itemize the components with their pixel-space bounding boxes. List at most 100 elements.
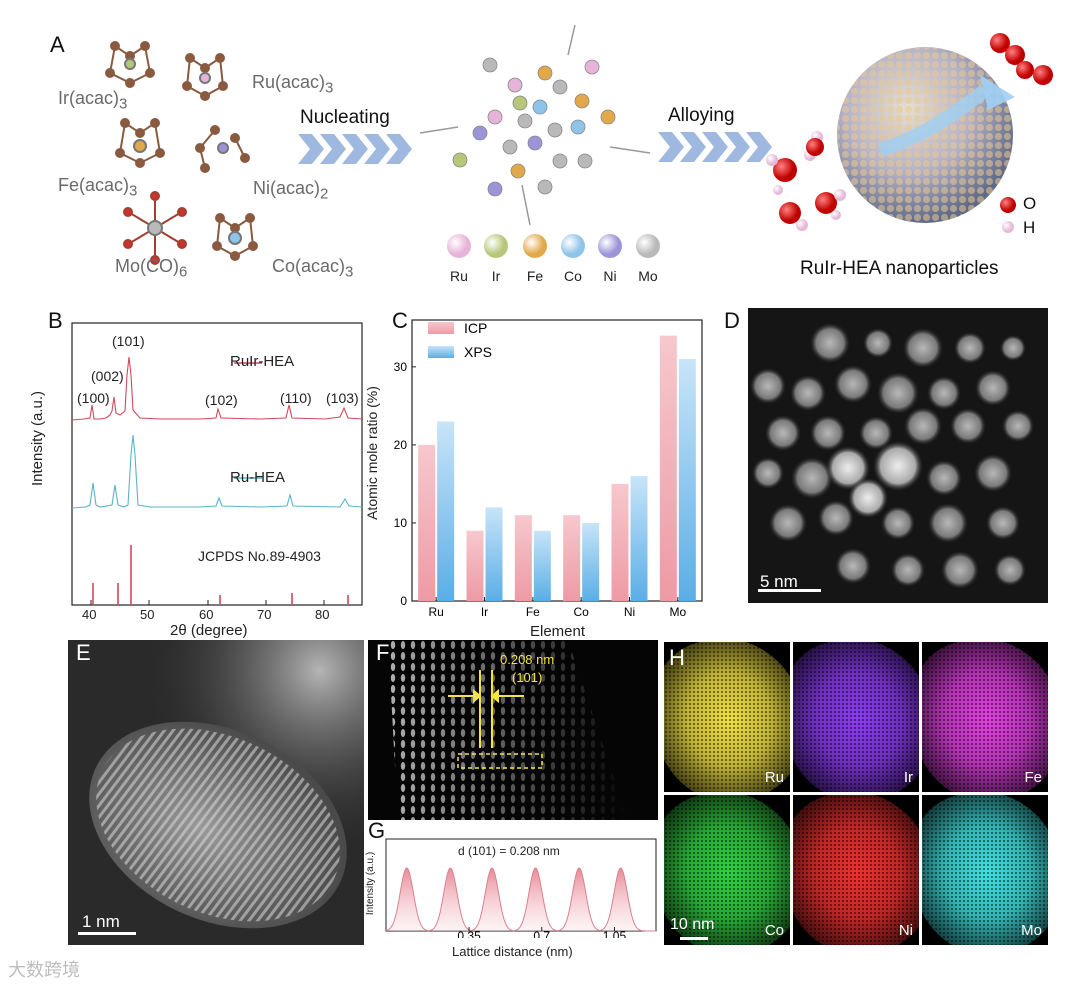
bar-xps-fe bbox=[533, 530, 551, 601]
profile-xtick-label: 1.05 bbox=[603, 929, 627, 938]
bar-xps-co bbox=[582, 522, 600, 601]
xrd-xtick: 60 bbox=[199, 607, 214, 622]
scale-bar-label-d: 5 nm bbox=[760, 572, 798, 591]
panel-b-label: B bbox=[48, 308, 63, 333]
peak-label-101: (101) bbox=[112, 333, 145, 349]
bar-legend-xps: XPS bbox=[464, 344, 492, 360]
panel-a-label: A bbox=[50, 32, 65, 57]
bar-xps-ni bbox=[630, 476, 648, 601]
alloying-arrow-icon bbox=[658, 132, 772, 162]
lattice-spacing-label: 0.208 nm bbox=[500, 652, 555, 667]
peak-label-100: (100) bbox=[77, 390, 110, 406]
bar-ytick-label: 20 bbox=[394, 438, 408, 452]
profile-xtick-label: 0.35 bbox=[457, 929, 481, 938]
xrd-ruir-hea-line bbox=[71, 356, 363, 421]
profile-xlabel: Lattice distance (nm) bbox=[452, 944, 573, 959]
xrd-ylabel: Intensity (a.u.) bbox=[29, 390, 47, 487]
panel-c-label: C bbox=[392, 308, 408, 333]
xrd-reference-label: JCPDS No.89-4903 bbox=[198, 548, 321, 564]
nucleation-atoms bbox=[419, 25, 651, 225]
bar-xtick-label: Fe bbox=[526, 605, 540, 619]
panel-d-label: D bbox=[724, 308, 740, 333]
xrd-legend-ru-hea: Ru-HEA bbox=[230, 469, 286, 486]
xrd-xtick: 40 bbox=[82, 607, 97, 622]
element-label-co: Co bbox=[564, 268, 582, 284]
molecule-label-ru: Ru(acac)3 bbox=[252, 72, 334, 97]
bar-icp-fe bbox=[514, 515, 532, 601]
bar-chart-xlabel: Element bbox=[530, 623, 586, 640]
xrd-xtick: 80 bbox=[315, 607, 330, 622]
mole-ratio-bar-chart: 0 10 20 30 Ru Ir Fe Co Ni Mo ICP XPS bbox=[394, 319, 703, 619]
legend-h-label: H bbox=[1023, 218, 1036, 237]
scale-bar-label-e: 1 nm bbox=[82, 912, 120, 931]
bar-xtick-label: Co bbox=[573, 605, 589, 619]
precursor-molecules bbox=[105, 41, 258, 265]
fft-lattice-image bbox=[368, 640, 658, 820]
bar-icp-ir bbox=[466, 530, 484, 601]
eds-map-ir: Ir bbox=[793, 642, 919, 792]
molecule-label-ni: Ni(acac)2 bbox=[253, 178, 329, 203]
peak-label-002: (002) bbox=[91, 368, 124, 384]
bar-ytick-label: 0 bbox=[400, 594, 407, 608]
peak-label-110: (110) bbox=[280, 390, 312, 406]
bar-icp-ni bbox=[611, 483, 629, 601]
molecule-label-fe: Fe(acac)3 bbox=[58, 175, 138, 200]
bar-icp-co bbox=[563, 515, 581, 601]
molecule-label-mo: Mo(CO)6 bbox=[115, 256, 188, 281]
haadf-stem-image bbox=[748, 308, 1048, 603]
peak-label-102: (102) bbox=[205, 392, 238, 408]
element-legend-spheres bbox=[447, 234, 660, 258]
eds-map-label: Ni bbox=[898, 922, 913, 939]
panel-h-label: H bbox=[669, 645, 685, 670]
scale-bar-label-h: 10 nm bbox=[670, 916, 715, 933]
element-label-ni: Ni bbox=[603, 268, 617, 284]
bar-xps-ir bbox=[485, 507, 503, 601]
bar-icp-mo bbox=[659, 335, 677, 601]
eds-map-fe: Fe bbox=[922, 642, 1048, 792]
eds-maps-grid: Ru Ir Fe Co Ni Mo bbox=[664, 642, 1048, 946]
nucleating-label: Nucleating bbox=[300, 107, 390, 128]
legend-o-label: O bbox=[1023, 194, 1037, 213]
xrd-xtick: 50 bbox=[140, 607, 155, 622]
xrd-legend-ruir-hea: RuIr-HEA bbox=[230, 353, 295, 370]
bar-ytick-label: 30 bbox=[394, 360, 408, 374]
element-label-ir: Ir bbox=[491, 268, 501, 284]
eds-map-co: Co bbox=[664, 795, 790, 945]
bar-xtick-label: Ru bbox=[428, 605, 443, 619]
bar-legend-icp: ICP bbox=[464, 320, 487, 336]
d-spacing-title: d (101) = 0.208 nm bbox=[458, 844, 560, 858]
scale-bar-h bbox=[680, 937, 708, 940]
molecule-label-co: Co(acac)3 bbox=[272, 256, 354, 281]
element-label-ru: Ru bbox=[450, 268, 468, 284]
eds-map-mo: Mo bbox=[922, 795, 1048, 945]
nucleating-arrow-icon bbox=[298, 134, 412, 164]
bar-xps-ru bbox=[437, 421, 455, 601]
xrd-xtick: 70 bbox=[257, 607, 272, 622]
peak-label-103: (103) bbox=[326, 390, 359, 406]
xrd-ru-hea-line bbox=[71, 434, 363, 509]
bar-xtick-label: Ni bbox=[624, 605, 635, 619]
eds-map-ru: Ru bbox=[664, 642, 790, 792]
product-label: RuIr-HEA nanoparticles bbox=[800, 258, 999, 279]
molecule-label-ir: Ir(acac)3 bbox=[58, 88, 128, 113]
profile-xtick-label: 0.7 bbox=[533, 929, 550, 938]
xrd-plot bbox=[71, 322, 363, 606]
hrtem-image bbox=[68, 640, 364, 945]
eds-map-ni: Ni bbox=[793, 795, 919, 945]
eds-map-label: Co bbox=[764, 922, 784, 939]
bar-ytick-label: 10 bbox=[394, 516, 408, 530]
panel-e-label: E bbox=[76, 640, 91, 665]
watermark-text: 大数跨境 bbox=[8, 960, 80, 980]
eds-map-label: Fe bbox=[1024, 769, 1042, 786]
bar-chart-ylabel: Atomic mole ratio (%) bbox=[363, 386, 380, 520]
bar-xps-mo bbox=[678, 359, 696, 601]
eds-map-label: Ru bbox=[764, 769, 784, 786]
alloying-label: Alloying bbox=[668, 105, 735, 126]
profile-ylabel: Intensity (a.u.) bbox=[365, 851, 377, 916]
element-label-mo: Mo bbox=[638, 268, 658, 284]
bar-xtick-label: Ir bbox=[481, 605, 488, 619]
nanoparticle-illustration bbox=[766, 33, 1053, 233]
xrd-xlabel: 2θ (degree) bbox=[170, 622, 248, 639]
bar-icp-ru bbox=[418, 444, 436, 601]
eds-map-label: Mo bbox=[1021, 922, 1042, 939]
